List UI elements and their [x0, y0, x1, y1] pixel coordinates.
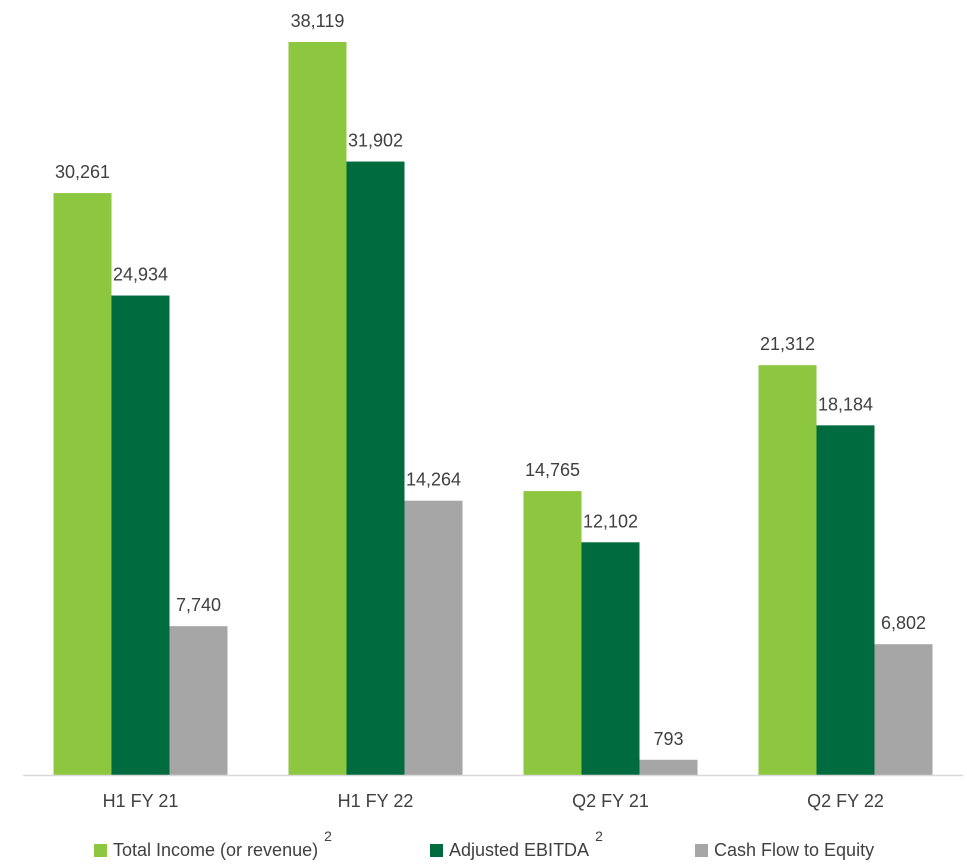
legend-swatch-total-income — [94, 844, 107, 857]
data-label-cash-flow-to-equity-h1-fy-21: 7,740 — [176, 595, 221, 615]
legend: Total Income (or revenue) 2 Adjusted EBI… — [0, 828, 967, 864]
bar-cash-flow-to-equity-h1-fy-21 — [169, 626, 228, 775]
legend-label-adjusted-ebitda: Adjusted EBITDA — [449, 840, 590, 860]
bar-total-income-or-revenue-h1-fy-21 — [53, 193, 112, 775]
legend-swatch-adjusted-ebitda — [430, 844, 443, 857]
bar-adjusted-ebitda-h1-fy-21 — [111, 295, 170, 775]
bar-cash-flow-to-equity-q2-fy-22 — [874, 644, 933, 775]
legend-item-adjusted-ebitda: Adjusted EBITDA 2 — [430, 828, 603, 862]
bar-adjusted-ebitda-q2-fy-21 — [581, 542, 640, 775]
legend-label-total-income: Total Income (or revenue) — [113, 840, 319, 860]
data-label-cash-flow-to-equity-q2-fy-22: 6,802 — [881, 613, 926, 633]
bar-chart: 30,261 24,934 7,740 H1 FY 21 38,119 31,902 14,… — [23, 11, 963, 811]
bar-total-income-or-revenue-q2-fy-21 — [523, 491, 582, 775]
x-tick-label-q2-fy-22: Q2 FY 22 — [807, 791, 884, 811]
x-tick-label-h1-fy-22: H1 FY 22 — [338, 791, 414, 811]
legend-label-cash-flow-to-equity: Cash Flow to Equity — [714, 840, 875, 860]
bar-adjusted-ebitda-q2-fy-22 — [816, 425, 875, 775]
legend-footnote-total-income: 2 — [324, 828, 332, 844]
data-label-total-income-or-revenue-h1-fy-22: 38,119 — [291, 11, 345, 31]
bar-cash-flow-to-equity-h1-fy-22 — [404, 500, 463, 775]
data-label-total-income-or-revenue-q2-fy-21: 14,765 — [525, 460, 580, 480]
data-label-adjusted-ebitda-q2-fy-21: 12,102 — [583, 511, 638, 531]
data-label-adjusted-ebitda-q2-fy-22: 18,184 — [818, 394, 873, 414]
legend-footnote-adjusted-ebitda: 2 — [595, 828, 603, 844]
bar-total-income-or-revenue-q2-fy-22 — [758, 365, 817, 775]
bar-adjusted-ebitda-h1-fy-22 — [346, 161, 405, 775]
legend-item-total-income: Total Income (or revenue) 2 — [94, 828, 332, 862]
legend-swatch-cash-flow-to-equity — [695, 844, 708, 857]
legend-item-cash-flow-to-equity: Cash Flow to Equity — [695, 838, 874, 862]
data-label-cash-flow-to-equity-q2-fy-21: 793 — [653, 729, 683, 749]
data-label-adjusted-ebitda-h1-fy-22: 31,902 — [348, 131, 403, 151]
data-label-total-income-or-revenue-q2-fy-22: 21,312 — [760, 334, 815, 354]
data-label-adjusted-ebitda-h1-fy-21: 24,934 — [113, 265, 168, 285]
x-tick-label-q2-fy-21: Q2 FY 21 — [572, 791, 649, 811]
x-tick-label-h1-fy-21: H1 FY 21 — [103, 791, 179, 811]
data-label-total-income-or-revenue-h1-fy-21: 30,261 — [55, 162, 110, 182]
bar-cash-flow-to-equity-q2-fy-21 — [639, 759, 698, 775]
data-label-cash-flow-to-equity-h1-fy-22: 14,264 — [406, 470, 461, 490]
bar-total-income-or-revenue-h1-fy-22 — [288, 42, 347, 775]
